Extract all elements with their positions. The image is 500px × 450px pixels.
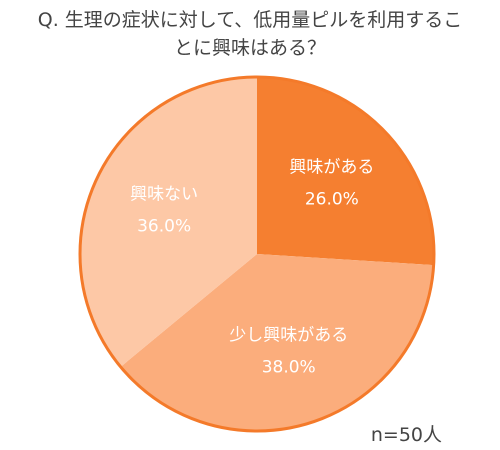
- slice-value: 36.0%: [137, 216, 191, 236]
- slice-label: 少し興味がある: [229, 326, 348, 346]
- slice-label: 興味ない: [130, 184, 198, 204]
- slice-value: 38.0%: [262, 358, 316, 378]
- slice-value: 26.0%: [305, 190, 359, 210]
- slice-label: 興味がある: [289, 158, 374, 178]
- pie-slice: [80, 77, 257, 367]
- pie-slice: [120, 254, 434, 431]
- chart-title: Q. 生理の症状に対して、低用量ピルを利用することに興味はある？: [37, 9, 463, 59]
- pie-outline: [78, 75, 436, 433]
- pie-slice: [257, 77, 434, 266]
- sample-note: n=50人: [370, 424, 442, 446]
